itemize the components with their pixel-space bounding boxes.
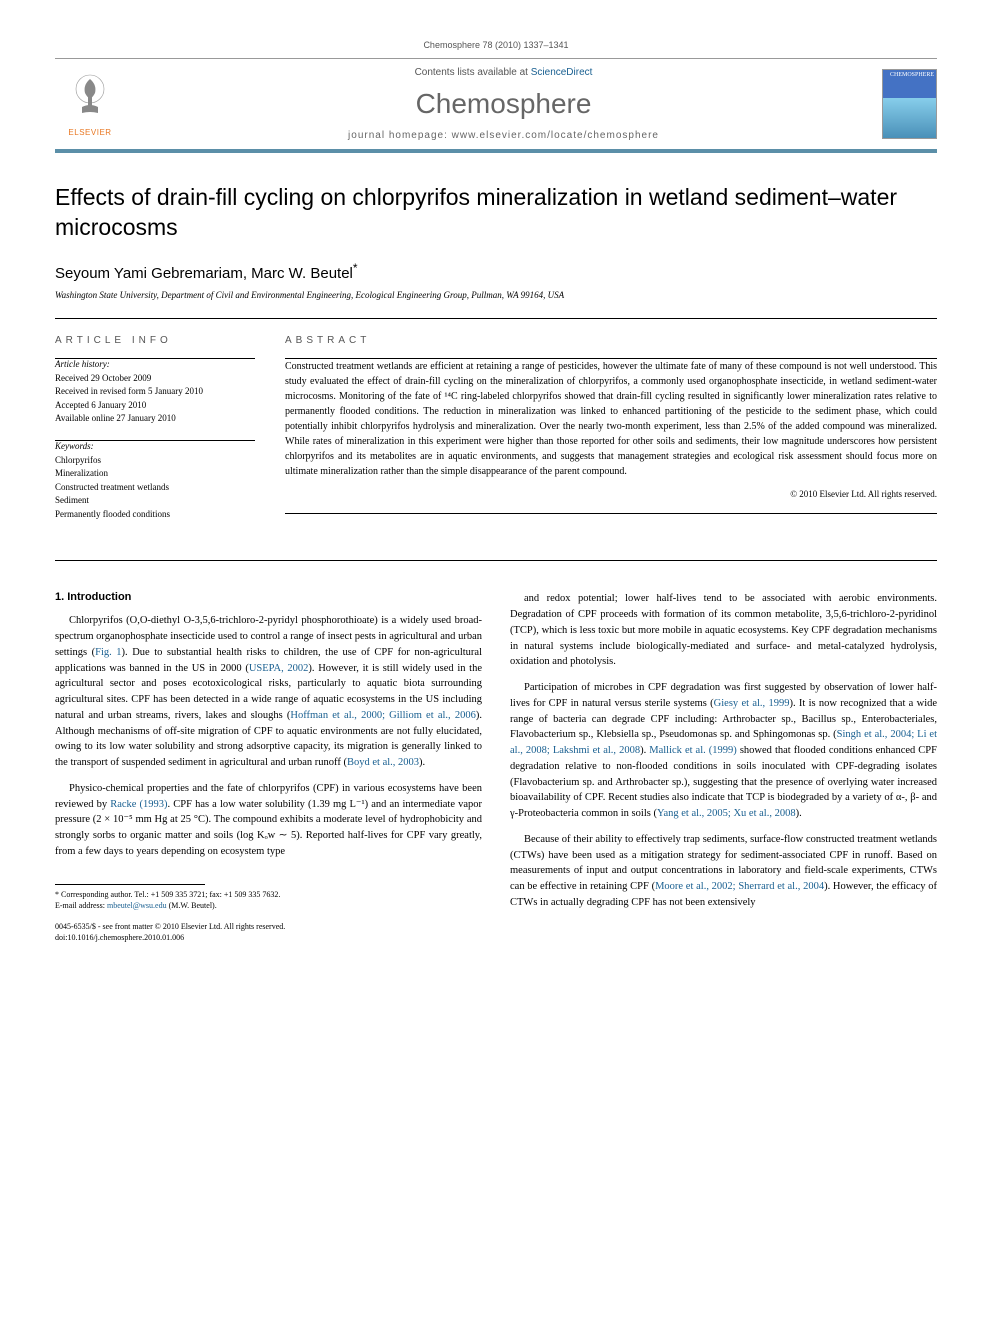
- homepage-prefix: journal homepage:: [348, 130, 452, 141]
- reference-citation[interactable]: USEPA, 2002: [249, 663, 309, 674]
- journal-cover-thumbnail: CHEMOSPHERE: [882, 69, 937, 139]
- keywords-block: Keywords: Chlorpyrifos Mineralization Co…: [55, 441, 255, 522]
- article-title: Effects of drain-fill cycling on chlorpy…: [55, 183, 937, 243]
- corresponding-author: * Corresponding author. Tel.: +1 509 335…: [55, 889, 482, 900]
- accepted-date: Accepted 6 January 2010: [55, 399, 255, 413]
- footer: * Corresponding author. Tel.: +1 509 335…: [55, 884, 482, 944]
- affiliation: Washington State University, Department …: [55, 290, 937, 300]
- email-address[interactable]: mbeutel@wsu.edu: [107, 901, 167, 910]
- section-heading: 1. Introduction: [55, 591, 482, 603]
- elsevier-tree-icon: [65, 71, 115, 121]
- journal-name: Chemosphere: [125, 88, 882, 120]
- reference-citation[interactable]: Moore et al., 2002; Sherrard et al., 200…: [655, 881, 824, 892]
- article-history: Article history: Received 29 October 200…: [55, 359, 255, 426]
- paragraph: Because of their ability to effectively …: [510, 832, 937, 911]
- online-date: Available online 27 January 2010: [55, 412, 255, 426]
- abstract-text: Constructed treatment wetlands are effic…: [285, 359, 937, 479]
- journal-reference: Chemosphere 78 (2010) 1337–1341: [55, 40, 937, 50]
- divider: [55, 318, 937, 319]
- keywords-label: Keywords:: [55, 441, 255, 451]
- paragraph: Chlorpyrifos (O,O-diethyl O-3,5,6-trichl…: [55, 613, 482, 771]
- contents-list-prefix: Contents lists available at: [415, 67, 531, 78]
- header-center: Contents lists available at ScienceDirec…: [125, 67, 882, 141]
- reference-citation[interactable]: Giesy et al., 1999: [714, 698, 790, 709]
- email-label: E-mail address:: [55, 901, 107, 910]
- revised-date: Received in revised form 5 January 2010: [55, 385, 255, 399]
- keyword: Chlorpyrifos: [55, 454, 255, 468]
- main-content: 1. Introduction Chlorpyrifos (O,O-diethy…: [55, 591, 937, 943]
- journal-cover-text: CHEMOSPHERE: [883, 70, 936, 80]
- figure-citation[interactable]: Fig. 1: [95, 647, 121, 658]
- author-names: Seyoum Yami Gebremariam, Marc W. Beutel: [55, 265, 353, 282]
- reference-citation[interactable]: Yang et al., 2005; Xu et al., 2008: [657, 808, 796, 819]
- body-text: ).: [796, 808, 802, 819]
- paragraph: Physico-chemical properties and the fate…: [55, 781, 482, 860]
- history-label: Article history:: [55, 359, 255, 369]
- contents-list: Contents lists available at ScienceDirec…: [125, 67, 882, 78]
- reference-citation[interactable]: Racke (1993): [110, 799, 167, 810]
- abstract-divider-bottom: [285, 513, 937, 514]
- keyword: Sediment: [55, 494, 255, 508]
- email-line: E-mail address: mbeutel@wsu.edu (M.W. Be…: [55, 900, 482, 911]
- corresponding-mark: *: [353, 261, 358, 275]
- keyword: Mineralization: [55, 467, 255, 481]
- doi-section: 0045-6535/$ - see front matter © 2010 El…: [55, 921, 482, 943]
- main-divider: [55, 560, 937, 561]
- copyright: © 2010 Elsevier Ltd. All rights reserved…: [285, 489, 937, 499]
- homepage-url: www.elsevier.com/locate/chemosphere: [452, 130, 659, 141]
- reference-citation[interactable]: Boyd et al., 2003: [347, 757, 419, 768]
- article-info: ARTICLE INFO Article history: Received 2…: [55, 335, 255, 536]
- abstract: ABSTRACT Constructed treatment wetlands …: [285, 335, 937, 536]
- publisher-logo: ELSEVIER: [55, 71, 125, 137]
- keyword: Permanently flooded conditions: [55, 508, 255, 522]
- authors: Seyoum Yami Gebremariam, Marc W. Beutel*: [55, 261, 937, 282]
- doi-line: doi:10.1016/j.chemosphere.2010.01.006: [55, 932, 482, 943]
- paragraph: and redox potential; lower half-lives te…: [510, 591, 937, 670]
- reference-citation[interactable]: Mallick et al. (1999): [649, 745, 737, 756]
- publisher-name: ELSEVIER: [55, 128, 125, 137]
- body-text: ).: [640, 745, 649, 756]
- email-name: (M.W. Beutel).: [167, 901, 217, 910]
- issn-line: 0045-6535/$ - see front matter © 2010 El…: [55, 921, 482, 932]
- sciencedirect-link[interactable]: ScienceDirect: [531, 67, 593, 78]
- header-content: ELSEVIER Contents lists available at Sci…: [55, 59, 937, 149]
- keyword: Constructed treatment wetlands: [55, 481, 255, 495]
- received-date: Received 29 October 2009: [55, 372, 255, 386]
- body-text: ).: [419, 757, 425, 768]
- paragraph: Participation of microbes in CPF degrada…: [510, 680, 937, 822]
- footer-divider: [55, 884, 205, 885]
- info-abstract-row: ARTICLE INFO Article history: Received 2…: [55, 335, 937, 536]
- article-info-heading: ARTICLE INFO: [55, 335, 255, 346]
- reference-citation[interactable]: Hoffman et al., 2000; Gilliom et al., 20…: [290, 710, 476, 721]
- journal-homepage: journal homepage: www.elsevier.com/locat…: [125, 130, 882, 141]
- page-header: Chemosphere 78 (2010) 1337–1341 ELSEVIER…: [55, 40, 937, 153]
- header-box: ELSEVIER Contents lists available at Sci…: [55, 58, 937, 153]
- abstract-heading: ABSTRACT: [285, 335, 937, 346]
